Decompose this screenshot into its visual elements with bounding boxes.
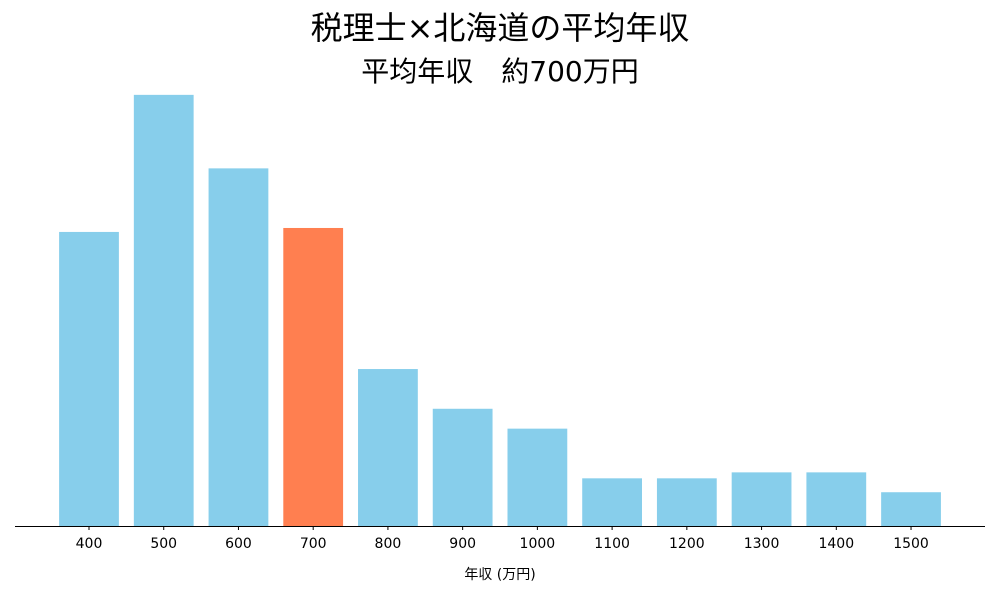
x-tick-label: 1400 xyxy=(818,536,854,552)
bar xyxy=(283,227,344,526)
bar xyxy=(208,168,269,527)
bar xyxy=(59,231,119,526)
x-tick-label: 900 xyxy=(449,536,476,552)
bar xyxy=(656,478,717,526)
x-tick-label: 1200 xyxy=(669,536,705,552)
bar xyxy=(507,428,568,526)
bar xyxy=(133,94,194,527)
x-tick-label: 1100 xyxy=(594,536,630,552)
x-tick-label: 500 xyxy=(150,536,177,552)
bar xyxy=(731,472,792,526)
x-tick-label: 800 xyxy=(375,536,402,552)
x-axis-label: 年収 (万円) xyxy=(464,567,535,583)
chart-subtitle: 平均年収 約700万円 xyxy=(361,55,638,88)
x-tick-label: 1000 xyxy=(520,536,556,552)
chart-title: 税理士×北海道の平均年収 xyxy=(311,9,690,47)
x-tick-label: 1500 xyxy=(893,536,929,552)
x-tick-label: 600 xyxy=(225,536,252,552)
bar xyxy=(432,408,493,526)
x-tick-label: 1300 xyxy=(744,536,780,552)
bar xyxy=(582,478,643,526)
x-tick-label: 700 xyxy=(300,536,327,552)
bar xyxy=(881,492,941,526)
x-tick-label: 400 xyxy=(76,536,103,552)
bar xyxy=(358,369,418,526)
bar xyxy=(806,472,867,526)
